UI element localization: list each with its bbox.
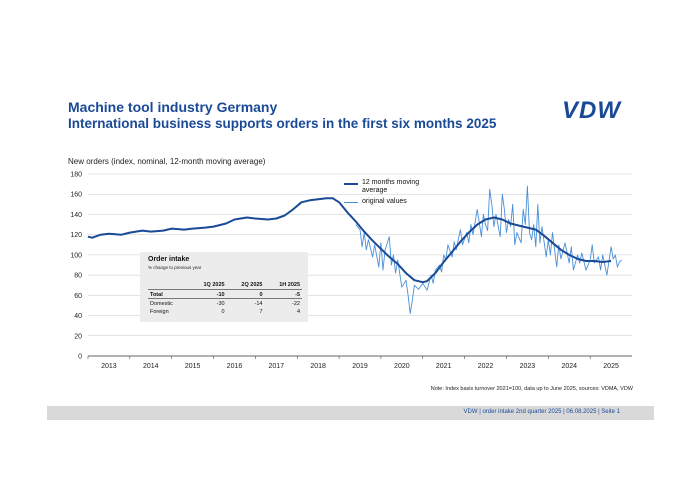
table-cell: 0 xyxy=(226,289,265,299)
y-tick-label: 60 xyxy=(74,293,82,300)
chart-title: Machine tool industry Germany xyxy=(68,99,278,115)
table-header-cell xyxy=(148,282,189,290)
table-header-cell: 1H 2025 xyxy=(264,282,302,290)
row-label: Foreign xyxy=(150,309,169,315)
y-tick-label: 100 xyxy=(70,252,82,259)
table-cell: 7 xyxy=(259,309,263,315)
footer-bar: VDW | order intake 2nd quarter 2025 | 06… xyxy=(47,406,654,420)
intake-table: 1Q 2025 2Q 2025 1H 2025 Total -10 0 -5 D… xyxy=(148,282,302,315)
y-tick-labels: 0 20 40 60 80 100 120 140 160 180 xyxy=(70,172,82,361)
x-tick-label: 2019 xyxy=(352,363,368,370)
x-tick-label: 2014 xyxy=(143,363,159,370)
vdw-logo: VDW xyxy=(562,97,622,121)
table-header-cell: 1Q 2025 xyxy=(188,282,227,290)
x-tick-label: 2021 xyxy=(436,363,452,370)
legend-item-moving-average: 12 months moving average xyxy=(344,179,432,195)
table-row: Foreign 0 7 4 xyxy=(148,307,302,315)
x-tick-label: 2016 xyxy=(227,363,243,370)
row-label: Total xyxy=(148,289,189,299)
legend-swatch-original xyxy=(344,202,358,203)
table-cell: -22 xyxy=(292,301,300,307)
x-tick-label: 2025 xyxy=(603,363,619,370)
legend-label-original: original values xyxy=(362,198,407,205)
y-axis-label: New orders (index, nominal, 12-month mov… xyxy=(68,157,266,166)
x-tick-label: 2013 xyxy=(101,363,117,370)
order-intake-table: Order intake % change to previous year 1… xyxy=(140,252,308,322)
y-tick-label: 180 xyxy=(70,172,82,179)
table-cell: 4 xyxy=(296,309,300,315)
y-tick-label: 140 xyxy=(70,212,82,219)
x-tick-label: 2018 xyxy=(310,363,326,370)
table-header-cell: 2Q 2025 xyxy=(226,282,265,290)
x-tick-label: 2022 xyxy=(478,363,494,370)
row-label: Domestic xyxy=(150,301,173,307)
x-tick-label: 2015 xyxy=(185,363,201,370)
legend-swatch-moving-average xyxy=(344,183,358,185)
table-subtitle: % change to previous year xyxy=(148,265,202,270)
chart-subtitle: International business supports orders i… xyxy=(68,116,497,131)
series-line-original-values xyxy=(355,185,622,314)
x-tick-labels: 2013 2014 2015 2016 2017 2018 2019 2020 2021 2022… xyxy=(101,363,619,370)
y-tick-label: 40 xyxy=(74,313,82,320)
table-cell: -10 xyxy=(188,289,227,299)
legend-label-moving-average: 12 months moving average xyxy=(362,179,420,194)
table-title: Order intake xyxy=(148,256,190,263)
table-cell: -30 xyxy=(216,301,225,307)
svg-text:VDW: VDW xyxy=(562,97,622,121)
y-tick-label: 120 xyxy=(70,232,82,239)
series-lines xyxy=(87,185,622,314)
table-cell: 0 xyxy=(221,309,225,315)
legend-item-original: original values xyxy=(344,198,432,205)
y-tick-label: 80 xyxy=(74,273,82,280)
y-tick-label: 0 xyxy=(78,354,82,361)
x-tick-label: 2024 xyxy=(561,363,577,370)
table-header-row: 1Q 2025 2Q 2025 1H 2025 xyxy=(148,282,302,290)
table-row: Domestic -30 -14 -22 xyxy=(148,299,302,307)
legend: 12 months moving average original values xyxy=(344,179,432,205)
x-tick-label: 2020 xyxy=(394,363,410,370)
table-row: Total -10 0 -5 xyxy=(148,289,302,299)
y-tick-label: 20 xyxy=(74,333,82,340)
x-tick-label: 2017 xyxy=(269,363,285,370)
table-cell: -5 xyxy=(264,289,302,299)
x-tick-label: 2023 xyxy=(520,363,536,370)
source-note: Note: Index basis turnover 2021=100, dat… xyxy=(430,386,633,392)
y-tick-label: 160 xyxy=(70,192,82,199)
table-cell: -14 xyxy=(254,301,263,307)
footer-text: VDW | order intake 2nd quarter 2025 | 06… xyxy=(463,409,620,415)
series-line-moving-average xyxy=(87,197,612,284)
